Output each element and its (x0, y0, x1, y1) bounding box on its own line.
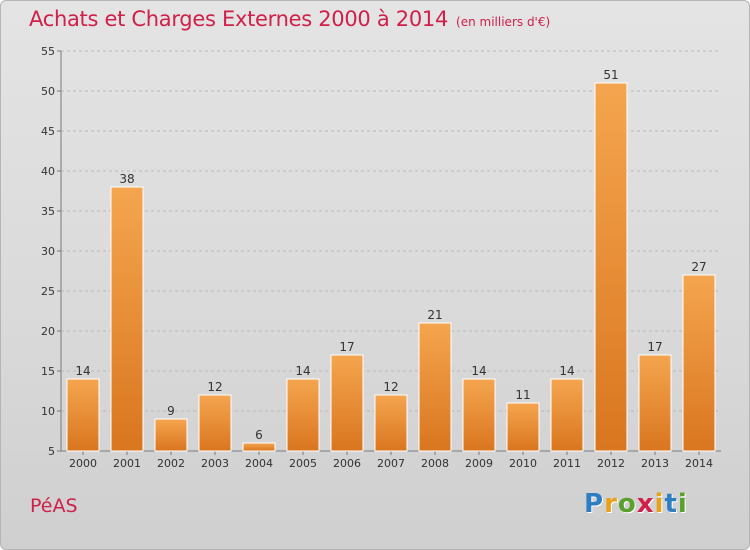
bar-value-label: 17 (339, 340, 354, 354)
x-tick-label: 2006 (333, 457, 361, 470)
proxiti-logo[interactable]: Proxiti (584, 489, 688, 519)
y-tick-label: 40 (41, 165, 55, 178)
x-tick-label: 2000 (69, 457, 97, 470)
bar-value-label: 12 (207, 380, 222, 394)
bar-value-label: 14 (295, 364, 310, 378)
bar-value-label: 14 (75, 364, 90, 378)
logo-letter: x (636, 489, 655, 519)
bar-value-label: 27 (691, 260, 706, 274)
logo-letter: o (617, 489, 637, 519)
bar-value-label: 14 (471, 364, 486, 378)
title-text: Achats et Charges Externes 2000 à 2014 (29, 7, 449, 31)
x-tick-label: 2012 (597, 457, 625, 470)
bar-value-label: 21 (427, 308, 442, 322)
y-tick-label: 55 (41, 45, 55, 58)
bar (418, 322, 452, 452)
x-tick-label: 2007 (377, 457, 405, 470)
bar (682, 274, 716, 452)
bar (154, 418, 188, 452)
logo-letter: t (664, 489, 678, 519)
bar (198, 394, 232, 452)
logo-letter: i (654, 489, 665, 519)
logo-letter: i (677, 489, 688, 519)
x-tick-label: 2013 (641, 457, 669, 470)
x-tick-label: 2002 (157, 457, 185, 470)
chart-title: Achats et Charges Externes 2000 à 2014 (e… (29, 7, 550, 31)
commune-name: PéAS (30, 495, 78, 517)
y-tick-label: 35 (41, 205, 55, 218)
bar-value-label: 12 (383, 380, 398, 394)
x-tick-label: 2001 (113, 457, 141, 470)
y-tick-label: 30 (41, 245, 55, 258)
x-tick-label: 2009 (465, 457, 493, 470)
bar (242, 442, 276, 452)
bar-value-label: 11 (515, 388, 530, 402)
x-tick-label: 2003 (201, 457, 229, 470)
bar (374, 394, 408, 452)
y-tick-label: 5 (48, 445, 55, 458)
x-tick-label: 2005 (289, 457, 317, 470)
y-tick-label: 45 (41, 125, 55, 138)
x-tick-label: 2008 (421, 457, 449, 470)
bar-value-label: 51 (603, 68, 618, 82)
bar (330, 354, 364, 452)
bar (462, 378, 496, 452)
bar (506, 402, 540, 452)
chart-subtitle: (en milliers d'€) (456, 15, 551, 29)
bar (286, 378, 320, 452)
bar (638, 354, 672, 452)
y-tick-label: 10 (41, 405, 55, 418)
bar-value-label: 6 (255, 428, 263, 442)
bars (66, 82, 716, 452)
logo-letter: r (604, 489, 618, 519)
x-tick-label: 2014 (685, 457, 713, 470)
y-tick-label: 25 (41, 285, 55, 298)
y-tick-label: 50 (41, 85, 55, 98)
bar-value-label: 17 (647, 340, 662, 354)
x-tick-label: 2011 (553, 457, 581, 470)
y-tick-label: 20 (41, 325, 55, 338)
bar (110, 186, 144, 452)
x-tick-label: 2010 (509, 457, 537, 470)
x-tick-label: 2004 (245, 457, 273, 470)
bar-value-label: 9 (167, 404, 175, 418)
bar-value-label: 38 (119, 172, 134, 186)
bar (594, 82, 628, 452)
logo-letter: P (584, 489, 605, 519)
y-tick-label: 15 (41, 365, 55, 378)
bar (66, 378, 100, 452)
bar (550, 378, 584, 452)
bar-value-label: 14 (559, 364, 574, 378)
labels: 5 10 15 20 25 30 35 40 45 50 55 14 2000 38 2001 9 2002 12… (41, 45, 713, 470)
